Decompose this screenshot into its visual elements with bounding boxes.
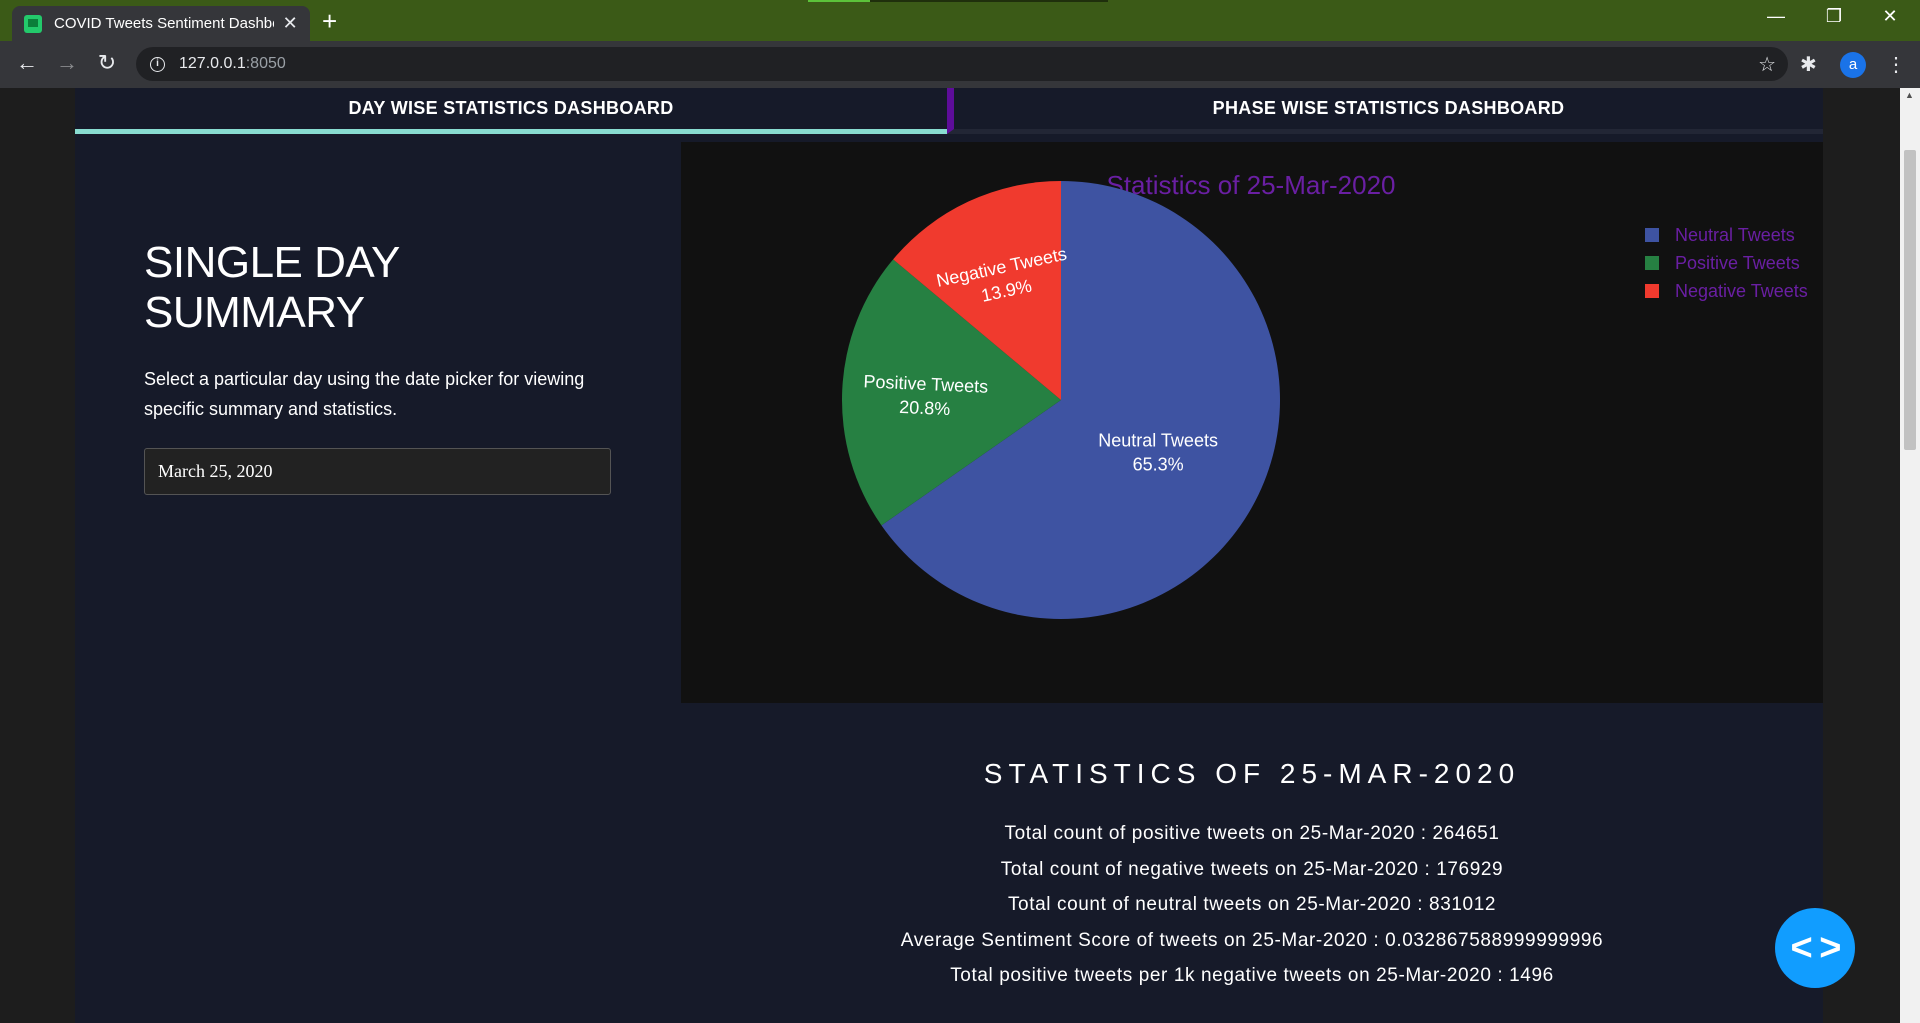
scrollbar-thumb[interactable] — [1904, 150, 1916, 450]
pie-slice-negative-tweets[interactable] — [893, 181, 1061, 400]
stat-positive-count: Total count of positive tweets on 25-Mar… — [1004, 823, 1500, 844]
tab-phase-wise[interactable]: PHASE WISE STATISTICS DASHBOARD — [947, 88, 1823, 134]
page-scrollbar[interactable]: ▲ — [1900, 88, 1920, 1023]
statistics-section: STATISTICS OF 25-MAR-2020 Total count of… — [681, 758, 1823, 994]
restore-button[interactable]: ❐ — [1825, 6, 1843, 26]
browser-toolbar: ← → ↻ i 127.0.0.1:8050 ☆ — [0, 41, 1920, 88]
back-icon[interactable]: ← — [16, 50, 38, 75]
new-tab-button[interactable]: + — [322, 6, 338, 36]
browser-tab[interactable]: COVID Tweets Sentiment Dashboard ✕ — [12, 6, 310, 41]
stat-neutral-count: Total count of neutral tweets on 25-Mar-… — [1007, 894, 1497, 915]
forward-icon[interactable]: → — [56, 50, 78, 75]
date-picker-input[interactable]: March 25, 2020 — [144, 448, 611, 495]
summary-panel: SINGLE DAY SUMMARY Select a particular d… — [144, 238, 614, 495]
legend-swatch-negative-tweets[interactable] — [1645, 284, 1659, 298]
close-window-button[interactable]: ✕ — [1882, 6, 1898, 26]
tab-strip-accent — [808, 0, 1108, 2]
pie-chart-svg: Statistics of 25-Mar-2020 Neutral Tweets… — [842, 170, 1808, 619]
legend-label-neutral-tweets[interactable]: Neutral Tweets — [1675, 225, 1795, 245]
favicon-icon — [24, 14, 42, 33]
summary-title: SINGLE DAY SUMMARY — [144, 238, 400, 337]
star-icon[interactable]: ☆ — [1758, 54, 1776, 76]
info-icon[interactable]: i — [150, 56, 165, 72]
close-tab-icon[interactable]: ✕ — [282, 13, 298, 33]
url-host: 127.0.0.1 — [179, 55, 246, 72]
code-toggle-button[interactable]: < > — [1775, 908, 1855, 988]
address-bar[interactable]: i 127.0.0.1:8050 ☆ — [136, 47, 1788, 81]
url-port: :8050 — [245, 55, 286, 72]
legend-label-negative-tweets[interactable]: Negative Tweets — [1675, 281, 1808, 301]
code-icon: < > — [1790, 926, 1842, 969]
pie-slice-neutral-tweets[interactable] — [881, 181, 1280, 619]
tab-strip-accent-highlight — [808, 0, 870, 2]
extensions-icon[interactable]: ✱ — [1800, 54, 1817, 76]
minimize-button[interactable]: — — [1767, 6, 1785, 26]
chart-title: Statistics of 25-Mar-2020 — [1106, 170, 1395, 200]
pie-slice-positive-tweets[interactable] — [842, 259, 1061, 526]
legend-swatch-positive-tweets[interactable] — [1645, 256, 1659, 270]
stat-negative-count: Total count of negative tweets on 25-Mar… — [1000, 858, 1504, 880]
pie-label-neutral-tweets: Neutral Tweets 65.3% — [1098, 431, 1218, 475]
stat-average-sentiment: Average Sentiment Score of tweets on 25-… — [900, 929, 1604, 951]
dashboard-tabs: DAY WISE STATISTICS DASHBOARD PHASE WISE… — [75, 88, 1823, 134]
pie-chart: Statistics of 25-Mar-2020 Neutral Tweets… — [681, 142, 1823, 703]
stat-positive-per-1k-negative: Total positive tweets per 1k negative tw… — [950, 965, 1554, 986]
browser-tab-strip: COVID Tweets Sentiment Dashboard ✕ + — ❐… — [0, 0, 1920, 41]
menu-icon[interactable]: ⋮ — [1886, 54, 1906, 76]
tab-day-wise[interactable]: DAY WISE STATISTICS DASHBOARD — [75, 88, 947, 134]
statistics-title: STATISTICS OF 25-MAR-2020 — [983, 758, 1521, 789]
legend-swatch-neutral-tweets[interactable] — [1645, 228, 1659, 242]
dashboard-app: DAY WISE STATISTICS DASHBOARD PHASE WISE… — [75, 88, 1823, 1023]
page-viewport: DAY WISE STATISTICS DASHBOARD PHASE WISE… — [0, 88, 1900, 1023]
browser-tab-title: COVID Tweets Sentiment Dashboard — [54, 15, 274, 32]
reload-icon[interactable]: ↻ — [97, 50, 117, 75]
summary-description: Select a particular day using the date p… — [144, 369, 585, 419]
profile-avatar[interactable]: a — [1840, 52, 1866, 78]
scroll-up-icon[interactable]: ▲ — [1905, 90, 1914, 100]
pie-label-positive-tweets: Positive Tweets20.8% — [862, 371, 989, 420]
legend-label-positive-tweets[interactable]: Positive Tweets — [1675, 253, 1800, 273]
statistics-lines: Total count of positive tweets on 25-Mar… — [681, 816, 1823, 994]
